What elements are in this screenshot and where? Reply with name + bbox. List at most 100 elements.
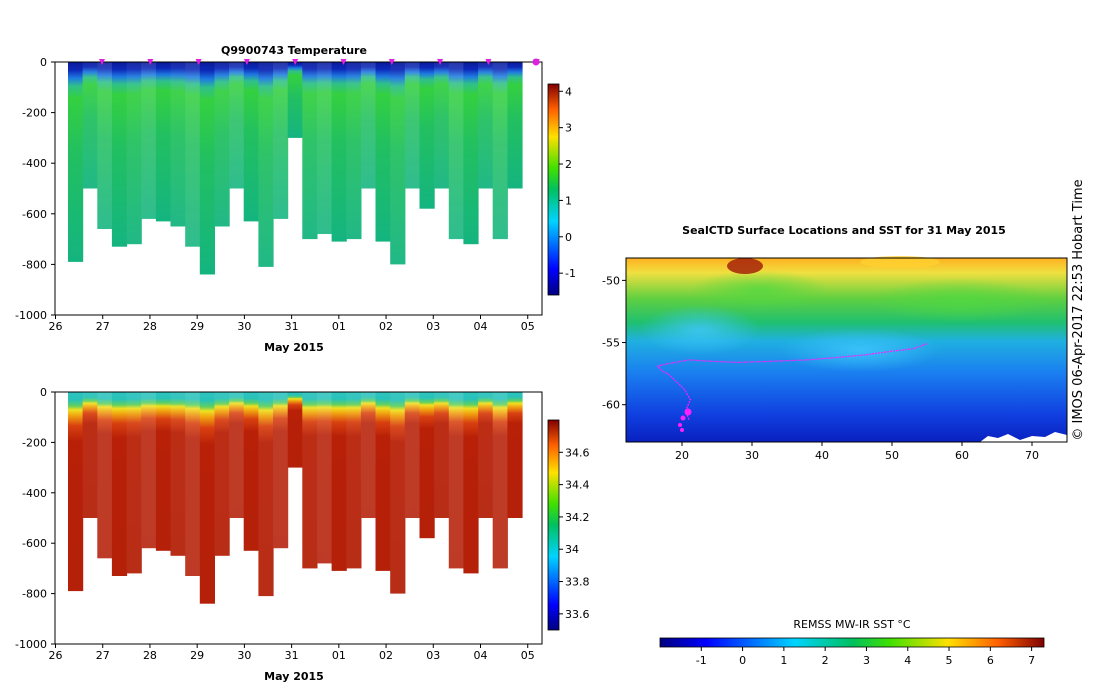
profile-column [229,62,245,189]
profile-column [97,62,113,229]
sst-map-y-axis: -50 -55 -60 [602,274,626,412]
profile-column [287,392,303,468]
profile-column [141,62,157,219]
sst-colorbar-ticks: -1 0 1 2 3 4 5 6 7 [696,647,1035,667]
profile-column [82,62,98,189]
colorbar-tick-label: 33.8 [565,576,590,589]
profile-shade [229,62,245,189]
profile-column [68,62,84,262]
x-tick-label: 30 [237,649,251,662]
profile-shade [434,392,450,518]
colorbar-tick-label: 5 [946,654,953,667]
y-tick-label: -800 [22,258,47,271]
surface-marker [243,59,250,65]
x-tick-label: 30 [745,449,759,462]
x-tick-label: 03 [426,320,440,333]
profile-column [229,392,245,518]
profile-column [478,392,494,518]
colorbar-tick-label: 6 [987,654,994,667]
temperature-y-axis: 0 -200 -400 -600 -800 -1000 [15,56,55,322]
profile-column [155,392,172,551]
profile-column [507,392,523,518]
x-tick-label: 31 [285,649,299,662]
x-tick-label: 02 [379,649,393,662]
x-tick-label: 05 [521,320,535,333]
colorbar-tick-label: 3 [565,122,572,135]
colorbar-tick-label: 1 [780,654,787,667]
profile-column [199,62,215,275]
profile-shade [170,62,186,227]
profile-column [243,62,259,222]
profile-column [360,62,377,189]
profile-column [360,392,377,518]
colorbar-tick-label: 34 [565,543,579,556]
profile-shade [390,62,406,265]
profile-shade [478,62,494,189]
x-tick-label: 28 [143,649,157,662]
colorbar-tick-label: 0 [739,654,746,667]
profile-shade [273,392,289,549]
x-tick-label: 20 [675,449,689,462]
x-tick-label: 01 [332,320,346,333]
profile-column [258,392,274,597]
temperature-axes-frame [54,61,543,316]
profile-column [170,62,186,227]
x-tick-label: 04 [474,649,488,662]
profile-column [273,392,289,549]
profile-shade [82,62,98,189]
profile-column [434,392,450,518]
salinity-profiles [68,392,523,604]
colorbar-tick-label: 3 [863,654,870,667]
profile-column [331,62,347,242]
salinity-x-axis: 26 27 28 29 30 31 01 02 03 04 05 [49,644,535,662]
salinity-y-axis: 0 -200 -400 -600 -800 -1000 [15,386,55,651]
profile-shade [404,62,420,189]
profile-column [419,392,435,539]
seal-track [656,343,928,420]
profile-column [185,392,201,576]
y-tick-label: -600 [22,208,47,221]
profile-column [302,392,318,569]
profile-shade [360,62,377,189]
profile-shade [258,392,274,597]
colorbar-tick-label: 0 [565,231,572,244]
profile-column [375,62,391,242]
profile-shade [346,392,362,569]
profile-shade [229,392,245,518]
profile-column [302,62,318,240]
profile-column [463,62,479,245]
profile-column [478,62,494,189]
profile-column [111,62,128,247]
profile-column [185,62,201,247]
surface-marker [340,59,347,65]
y-tick-label: -400 [22,487,47,500]
profile-shade [434,62,450,189]
y-tick-label: -600 [22,537,47,550]
profile-column [390,62,406,265]
profile-column [68,392,84,592]
x-tick-label: 02 [379,320,393,333]
profile-column [141,392,157,549]
colorbar-tick-label: 1 [565,194,572,207]
x-tick-label: 26 [49,320,63,333]
profile-shade [448,62,464,240]
profile-shade [273,62,289,219]
salinity-axes-frame [54,391,543,645]
profile-column [126,392,142,574]
profile-column [82,392,98,518]
profile-column [287,62,303,138]
profile-shade [97,62,113,229]
profile-column [97,392,113,559]
profile-column [111,392,128,576]
temperature-xlabel: May 2015 [264,341,324,354]
x-tick-label: 50 [885,449,899,462]
x-tick-label: 05 [521,649,535,662]
colorbar-tick-label: 4 [565,85,572,98]
profile-column [170,392,186,556]
profile-column [448,392,464,569]
profile-shade [492,62,508,240]
salinity-xlabel: May 2015 [264,670,324,683]
surface-markers [99,58,540,66]
x-tick-label: 30 [237,320,251,333]
